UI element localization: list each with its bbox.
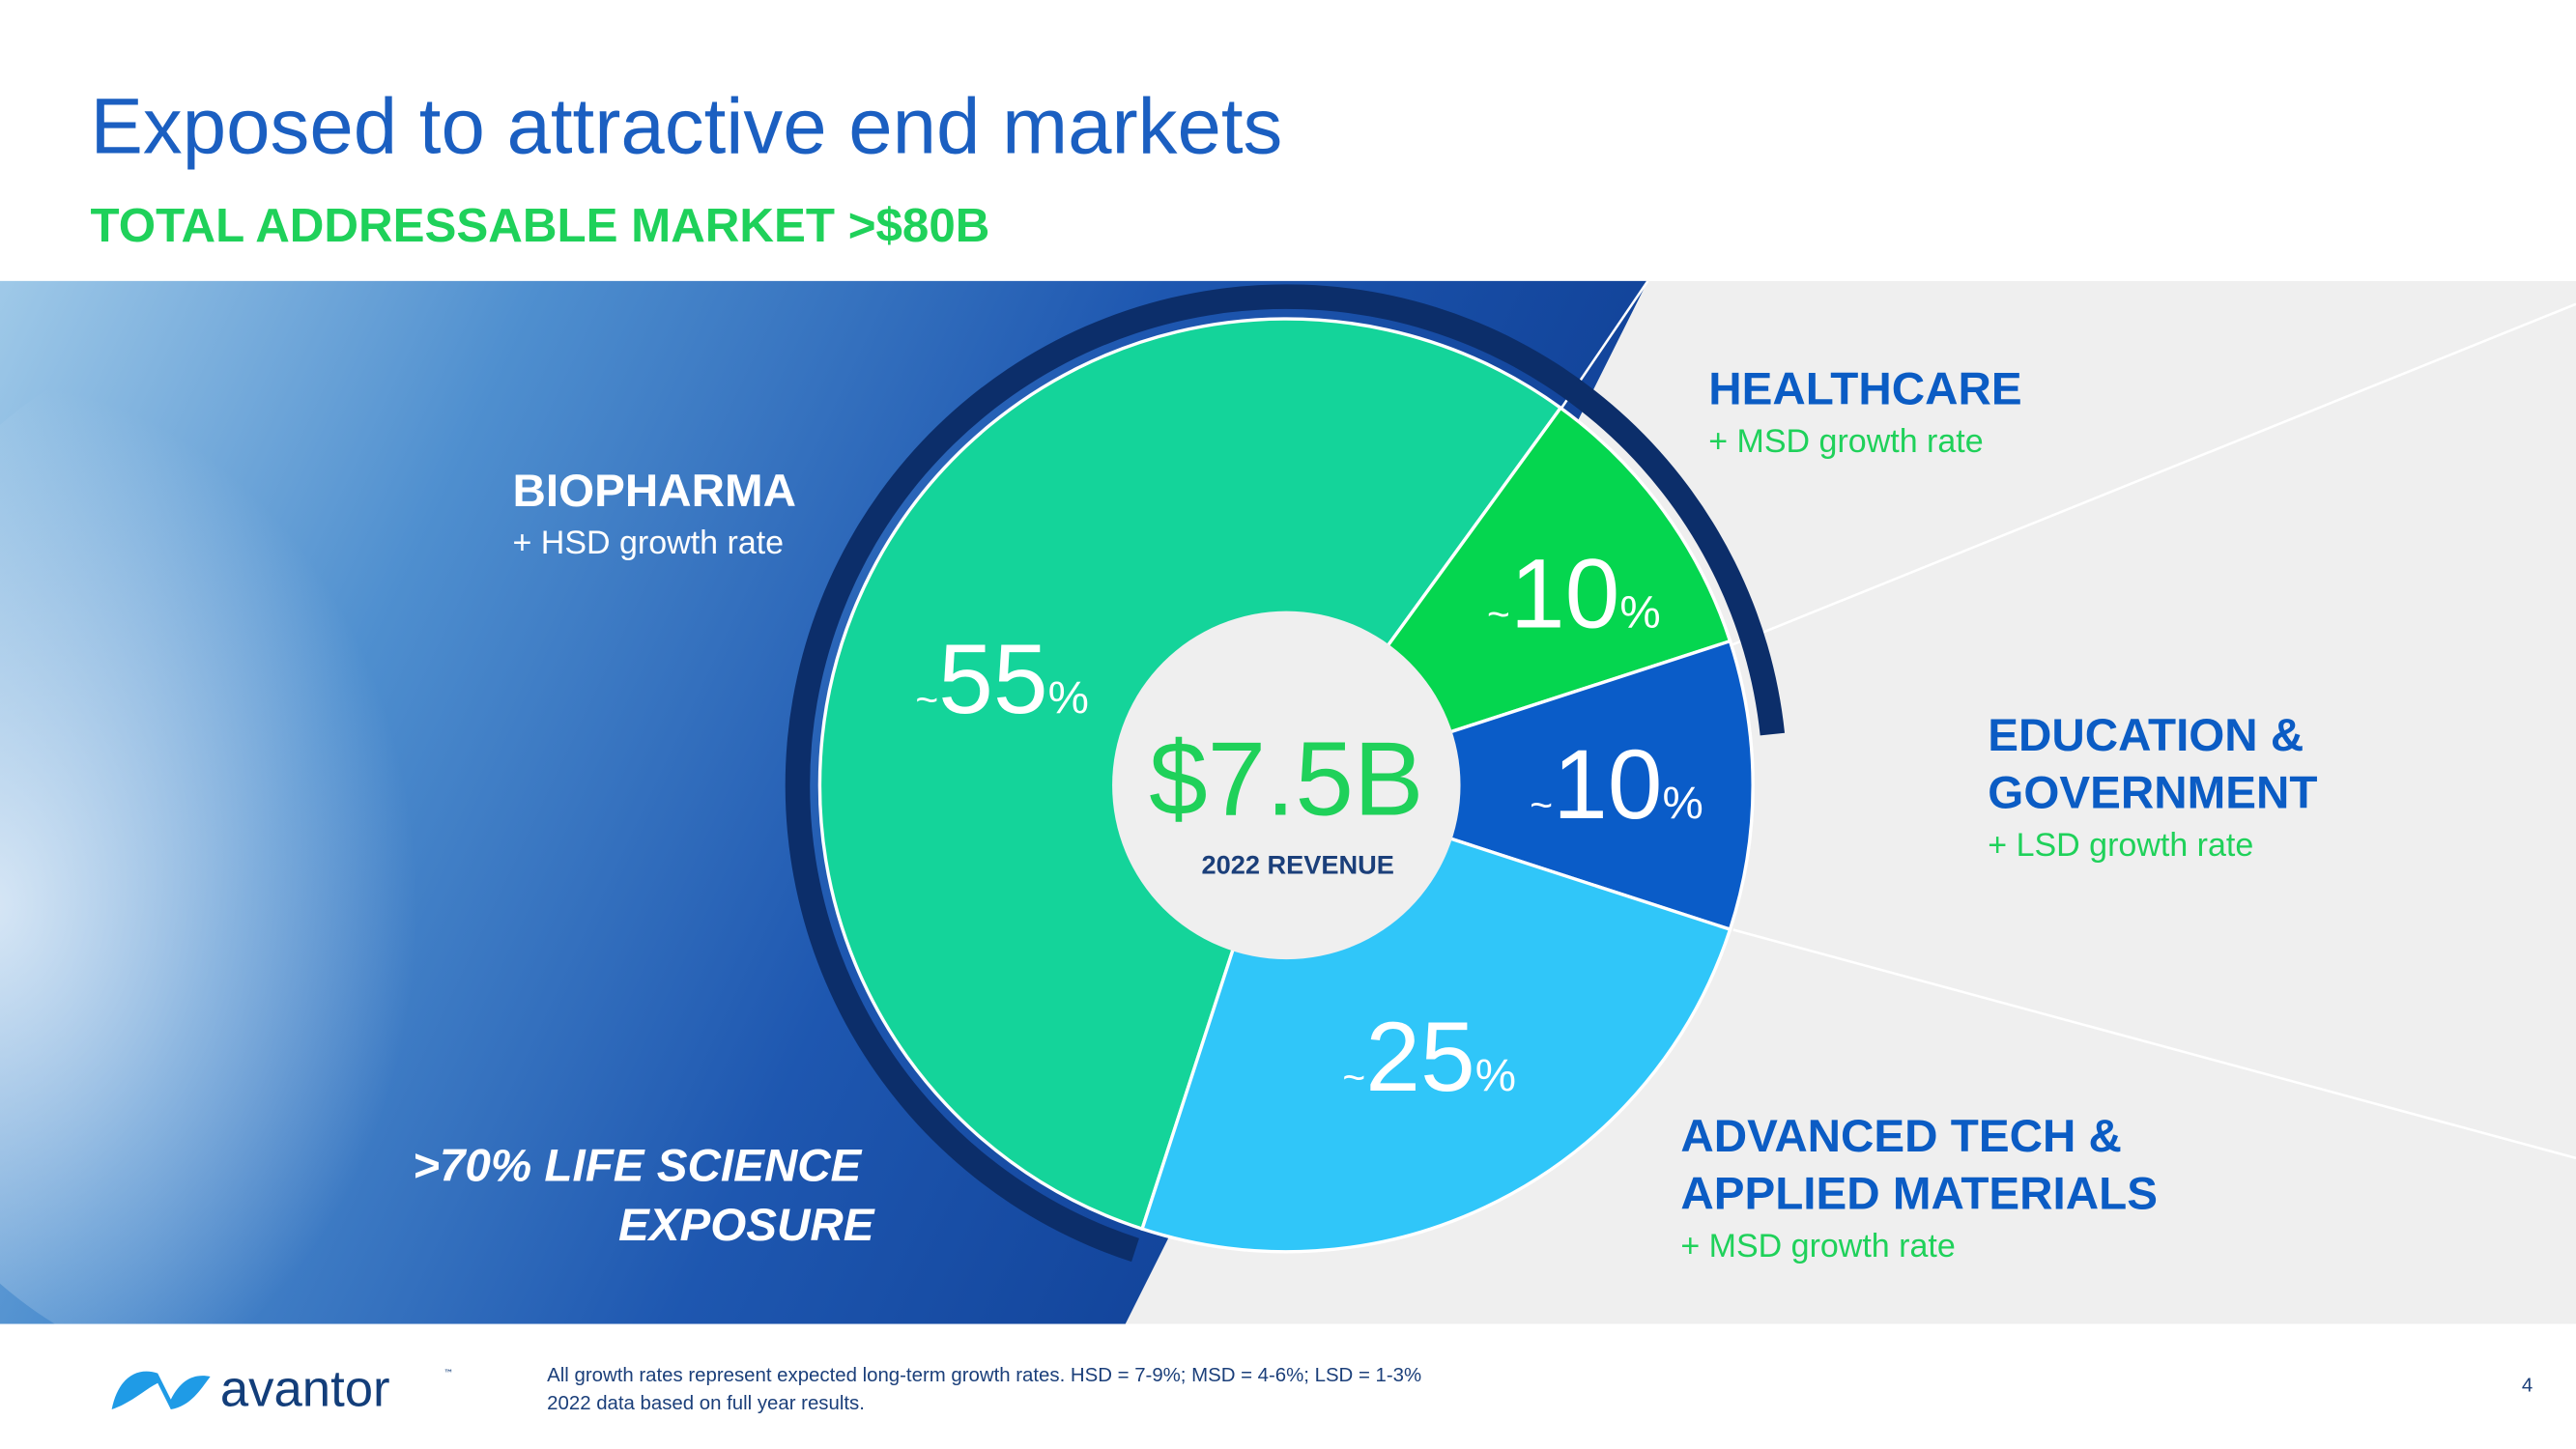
value-label: ~25% (1342, 1002, 1516, 1112)
donut-chart: ~55% ~10% ~10% ~25% BIOPHARMA + HSD growth ra… (413, 284, 2317, 1264)
category-label: HEALTHCARE (1708, 363, 2021, 414)
pie-slice (1280, 639, 1755, 932)
growth-label: + HSD growth rate (512, 525, 784, 561)
center-value: $7.5B (1149, 721, 1423, 838)
footer-note: 2022 data based on full year results. (547, 1393, 865, 1414)
value-label: ~10% (1530, 729, 1703, 839)
value-label: ~10% (1487, 539, 1661, 649)
growth-label: + MSD growth rate (1680, 1228, 1955, 1264)
footer-note: All growth rates represent expected long… (547, 1365, 1421, 1386)
value-label: ~55% (915, 624, 1089, 734)
logo-mark (111, 1371, 211, 1410)
footer-bg (0, 1323, 2576, 1449)
logo-text: avantor (220, 1361, 390, 1418)
logo-trademark: ™ (444, 1369, 453, 1379)
center-hole (1112, 611, 1461, 960)
category-label: EDUCATION & GOVERNMENT (1988, 710, 2317, 819)
slide-subtitle: TOTAL ADDRESSABLE MARKET >$80B (91, 199, 990, 252)
growth-label: + MSD growth rate (1708, 423, 1983, 460)
annotation: >70% LIFE SCIENCE EXPOSURE (413, 1141, 875, 1251)
slide-title: Exposed to attractive end markets (91, 82, 1283, 170)
photo-glow (0, 328, 673, 1380)
center-label: 2022 REVENUE (1201, 850, 1393, 880)
category-label: ADVANCED TECH & APPLIED MATERIALS (1680, 1111, 2158, 1220)
page-number: 4 (2522, 1375, 2533, 1396)
growth-label: + LSD growth rate (1988, 827, 2253, 864)
category-label: BIOPHARMA (512, 466, 796, 517)
